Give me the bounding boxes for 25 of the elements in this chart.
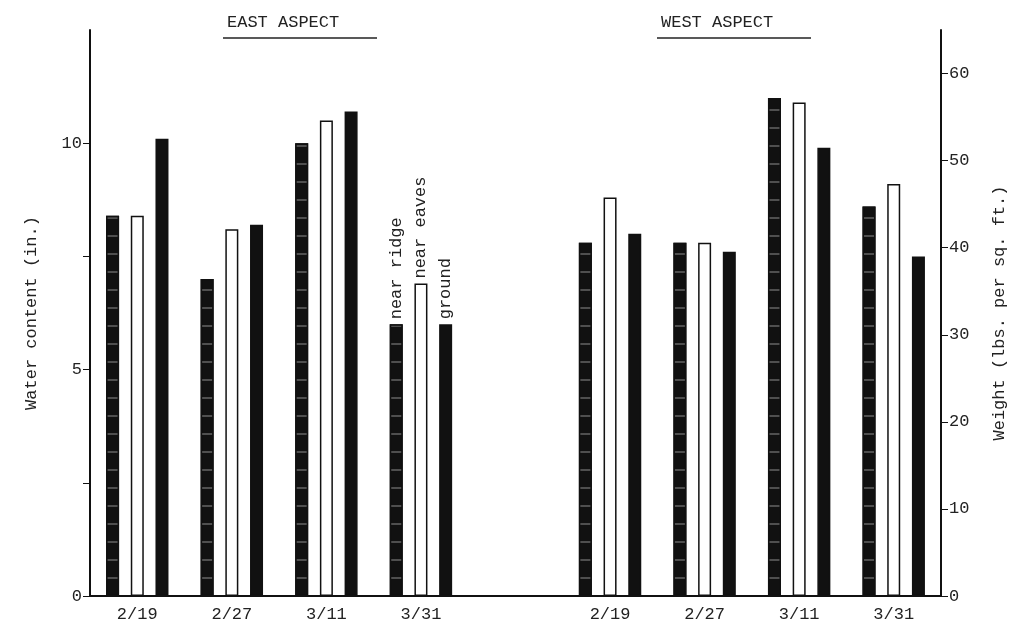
y-tick-label: 10 — [61, 133, 82, 153]
y2-tick-label: 50 — [949, 151, 970, 171]
x-tick-label: 3/31 — [400, 605, 442, 624]
x-tick-label: 2/27 — [684, 605, 726, 624]
annotation: WEST ASPECT — [661, 13, 774, 32]
text: ground — [436, 258, 456, 320]
x-tick-label: 3/11 — [305, 605, 347, 624]
y2-tick-label: 0 — [949, 586, 960, 606]
y2-tick-label: 40 — [949, 238, 970, 258]
y2-tick-label: 60 — [949, 64, 970, 84]
x-tick-label: 2/19 — [116, 605, 158, 624]
y2-tick-label: 10 — [949, 499, 970, 519]
text: near eaves — [411, 176, 431, 279]
y-tick-label: 5 — [71, 360, 82, 380]
y2-axis-title: Weight (lbs. per sq. ft.) — [990, 185, 1009, 441]
text: near ridge — [386, 217, 406, 320]
annotation: EAST ASPECT — [227, 13, 340, 32]
x-tick-label: 3/31 — [873, 605, 915, 624]
x-tick-label: 3/11 — [778, 605, 820, 624]
y-axis-title: Water content (in.) — [22, 216, 41, 410]
y-tick-label: 0 — [71, 586, 82, 606]
y2-tick-label: 30 — [949, 325, 970, 345]
x-tick-label: 2/19 — [589, 605, 631, 624]
y2-tick-label: 20 — [949, 412, 970, 432]
x-tick-label: 2/27 — [211, 605, 253, 624]
